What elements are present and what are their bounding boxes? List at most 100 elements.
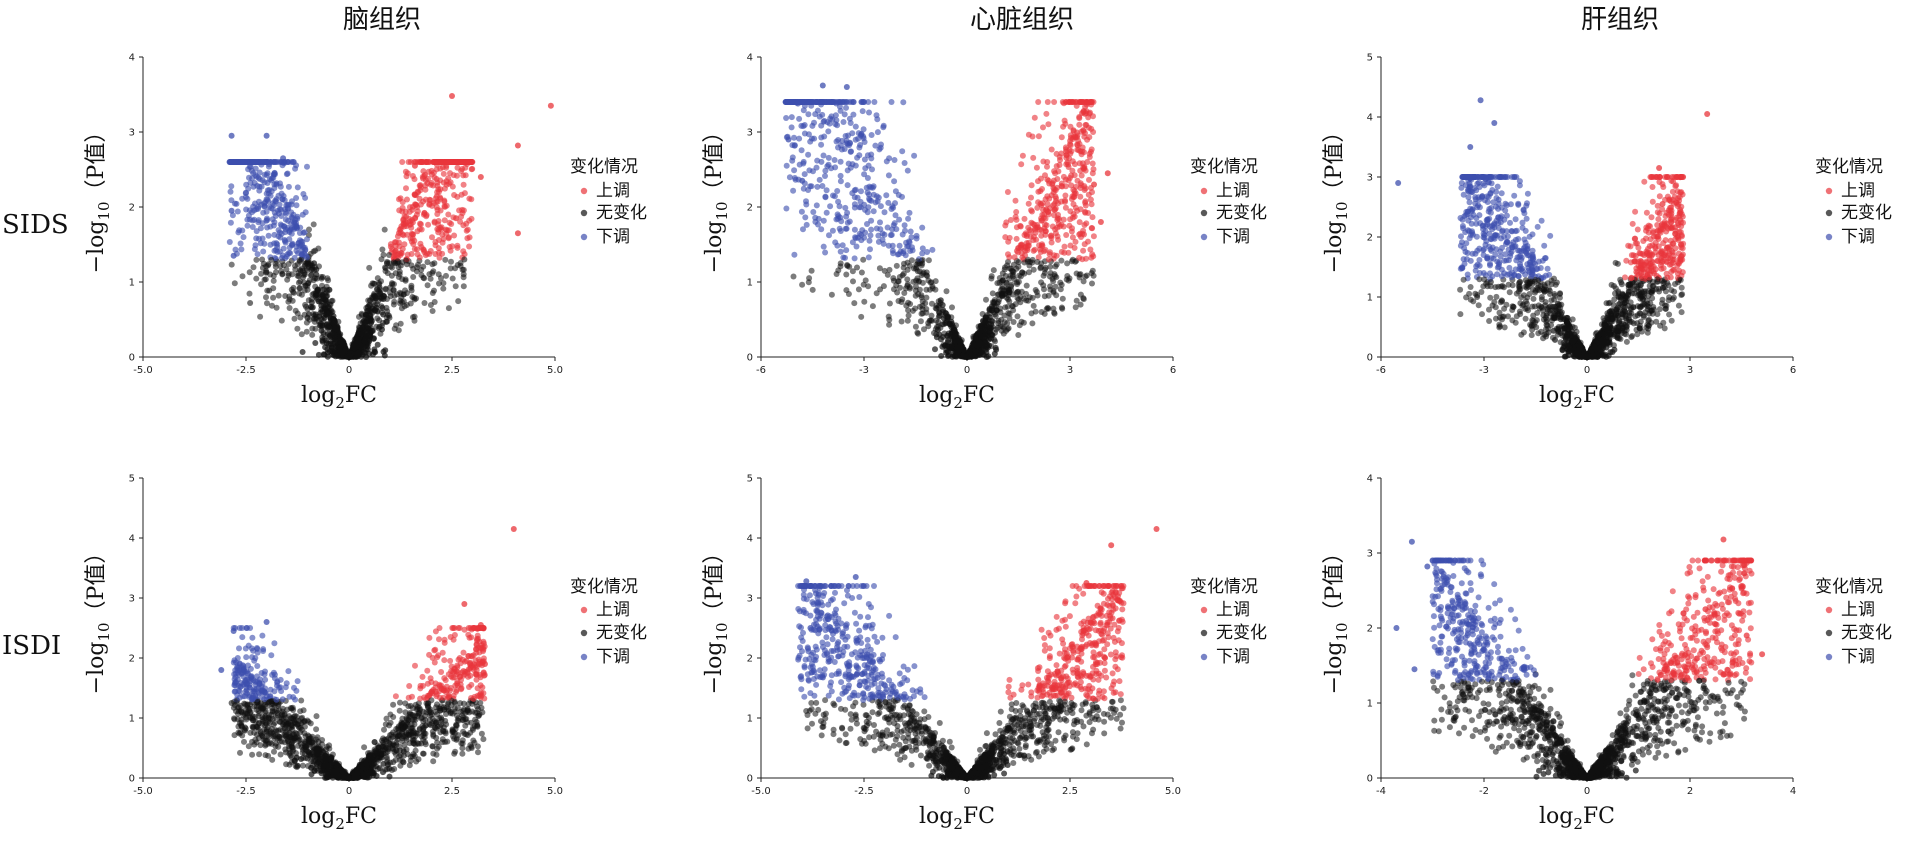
legend-marker	[580, 209, 588, 217]
point-none	[1522, 298, 1529, 305]
point-up	[421, 210, 428, 217]
point-none	[999, 277, 1006, 284]
point-none	[992, 344, 999, 351]
point-down	[274, 207, 281, 214]
y-axis-title-sub: 10	[95, 201, 113, 220]
point-down	[861, 171, 868, 178]
point-down	[1504, 174, 1511, 180]
point-up	[433, 204, 440, 211]
point-down	[304, 254, 311, 261]
point-down	[791, 175, 798, 181]
point-none	[858, 313, 865, 320]
point-none	[934, 326, 941, 333]
point-down	[802, 214, 809, 221]
point-none	[455, 298, 462, 305]
point-none	[933, 334, 940, 341]
point-down	[245, 212, 252, 219]
x-tick-label: -6	[756, 365, 766, 376]
point-up	[1048, 146, 1055, 153]
point-up	[1037, 188, 1044, 195]
point-up	[468, 196, 475, 203]
point-down	[845, 160, 852, 167]
point-up	[389, 246, 396, 253]
point-none	[273, 304, 280, 311]
point-none	[907, 301, 914, 307]
point-none	[424, 282, 431, 289]
legend-marker	[1200, 187, 1208, 195]
point-none	[1533, 324, 1540, 331]
point-up	[1061, 117, 1068, 124]
point-down	[1518, 254, 1525, 261]
point-none	[806, 275, 813, 282]
legend-label: 下调	[596, 227, 630, 247]
point-none	[932, 346, 938, 353]
point-none	[445, 305, 452, 312]
point-down	[791, 167, 798, 174]
point-down	[286, 236, 293, 243]
point-none	[452, 265, 459, 272]
point-none	[988, 275, 995, 282]
point-down	[279, 196, 286, 203]
point-none	[239, 273, 246, 280]
point-none	[1041, 270, 1048, 276]
point-none	[370, 335, 377, 342]
point-none	[461, 256, 468, 263]
point-none	[896, 274, 903, 280]
point-down	[282, 209, 289, 216]
x-tick-label: 0	[964, 365, 970, 376]
point-up	[1039, 211, 1046, 218]
point-up	[462, 172, 469, 179]
point-down	[913, 235, 920, 242]
legend-label: 无变化	[1216, 203, 1267, 223]
point-none	[310, 221, 317, 228]
point-none	[1512, 319, 1519, 326]
point-none	[1090, 272, 1097, 279]
point-up	[417, 240, 424, 247]
point-up	[440, 179, 447, 186]
point-none	[790, 273, 797, 280]
point-none	[361, 338, 368, 345]
point-down	[1504, 233, 1511, 240]
point-up	[1632, 208, 1639, 215]
point-up	[514, 230, 521, 237]
point-up	[1002, 222, 1009, 229]
point-up	[1019, 152, 1026, 159]
point-down	[883, 192, 890, 199]
point-down	[822, 173, 828, 179]
point-down	[240, 234, 247, 241]
point-down	[1476, 245, 1483, 252]
point-down	[1487, 223, 1494, 230]
point-down	[900, 99, 907, 106]
point-down	[1519, 268, 1526, 275]
point-down	[226, 239, 233, 245]
point-down	[836, 203, 843, 210]
point-down	[1497, 248, 1504, 255]
point-up	[1085, 124, 1092, 131]
point-none	[1556, 294, 1563, 301]
point-down	[284, 170, 291, 177]
y-tick-label: 4	[129, 53, 135, 64]
point-none	[391, 298, 398, 305]
point-none	[1047, 283, 1054, 290]
point-down	[1476, 184, 1483, 190]
point-down	[857, 204, 864, 211]
point-up	[1013, 216, 1020, 223]
point-none	[380, 311, 387, 318]
point-none	[304, 314, 311, 321]
point-up	[422, 186, 429, 193]
point-down	[813, 164, 820, 171]
point-up	[401, 241, 408, 248]
point-down	[1466, 228, 1473, 235]
point-up	[1088, 201, 1095, 208]
point-down	[254, 159, 261, 165]
point-up	[1048, 239, 1055, 246]
point-none	[1069, 256, 1076, 263]
point-none	[259, 256, 266, 263]
point-up	[420, 247, 427, 254]
point-none	[418, 266, 425, 273]
point-down	[267, 223, 274, 230]
point-none	[988, 324, 994, 331]
point-none	[1026, 269, 1032, 276]
point-up	[1090, 166, 1097, 173]
point-down	[235, 229, 242, 236]
